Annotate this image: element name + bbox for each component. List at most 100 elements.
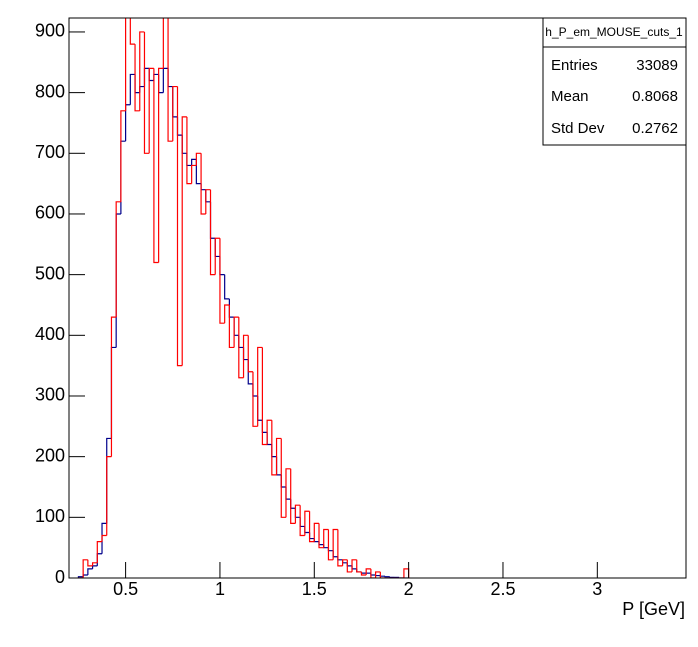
- histogram-bin: [162, 18, 164, 69]
- histogram-bin: [87, 559, 93, 567]
- histogram-bin: [351, 559, 357, 572]
- histogram-bin: [304, 510, 310, 536]
- histogram-bin: [389, 576, 395, 578]
- histogram-bin: [294, 504, 301, 524]
- stats-key: Entries: [551, 57, 598, 74]
- histogram-bin: [87, 568, 93, 575]
- x-tick-label: 3: [592, 579, 602, 599]
- histogram-bin: [176, 86, 183, 367]
- stats-value: 33089: [636, 57, 678, 74]
- y-tick-label: 400: [35, 324, 65, 344]
- histogram-bin: [384, 576, 390, 578]
- histogram-bin: [129, 18, 136, 45]
- y-tick-label: 300: [35, 385, 65, 405]
- histogram-bin: [266, 419, 272, 445]
- histogram-bin: [318, 523, 324, 549]
- stats-value: 0.2762: [632, 120, 678, 137]
- histogram-bin: [115, 201, 121, 318]
- y-tick-label: 900: [35, 21, 65, 41]
- histogram-bin: [238, 317, 244, 379]
- histogram-bin: [209, 189, 216, 276]
- histogram-bin: [327, 529, 334, 561]
- histogram-bin: [233, 316, 239, 348]
- histogram-bin: [332, 528, 338, 560]
- histogram-bin: [191, 164, 197, 184]
- frame: [68, 17, 687, 579]
- histogram-bin: [308, 511, 315, 543]
- stats-value: 0.8068: [632, 88, 678, 105]
- histogram-bin: [280, 438, 286, 518]
- x-tick-label: 2.5: [490, 579, 515, 599]
- histogram-bin: [379, 575, 386, 577]
- x-tick-label: 0.5: [113, 579, 138, 599]
- histogram-bin: [106, 456, 112, 536]
- histogram-bin: [195, 159, 202, 185]
- y-tick-label: 0: [55, 567, 65, 587]
- y-tick-label: 700: [35, 142, 65, 162]
- histogram-bin: [247, 335, 253, 373]
- y-tick-label: 800: [35, 81, 65, 101]
- histogram-bin: [379, 571, 386, 578]
- histogram-bin: [224, 304, 230, 324]
- histogram-bin: [242, 334, 249, 378]
- histogram-bin: [172, 85, 178, 142]
- stats-title: h_P_em_MOUSE_cuts_1: [545, 25, 683, 39]
- histogram-bin: [186, 116, 192, 185]
- histogram-bin: [125, 18, 127, 111]
- histogram-bin: [200, 153, 206, 215]
- histogram-bin: [101, 522, 107, 554]
- histogram-bin: [134, 44, 140, 112]
- histogram-bin: [110, 316, 117, 457]
- histogram-bin: [214, 237, 220, 275]
- histogram-bin: [299, 505, 305, 537]
- histogram-bin: [375, 571, 381, 578]
- histogram-bin: [153, 68, 159, 264]
- histogram-bin: [143, 31, 150, 154]
- plot-area: [77, 18, 410, 578]
- histogram-bin: [139, 31, 145, 111]
- y-tick-label: 100: [35, 506, 65, 526]
- x-tick-label: 2: [404, 579, 414, 599]
- y-tick-label: 200: [35, 445, 65, 465]
- histogram-bin: [323, 528, 329, 548]
- x-tick-label: 1: [215, 579, 225, 599]
- histogram-bin: [275, 437, 282, 475]
- histogram-bin: [224, 274, 230, 300]
- x-tick-label: 1.5: [302, 579, 327, 599]
- stats-box: h_P_em_MOUSE_cuts_1 Entries 33089 Mean 0…: [542, 17, 687, 146]
- histogram-bin: [341, 559, 348, 566]
- histogram-bin: [360, 571, 367, 576]
- histogram-bin: [375, 574, 381, 577]
- histogram-bin: [261, 347, 268, 446]
- histogram-bin: [271, 420, 277, 476]
- stats-key: Std Dev: [551, 120, 605, 137]
- stats-key: Mean: [551, 88, 589, 105]
- histogram-bin: [181, 116, 187, 366]
- histogram-bin: [205, 189, 211, 214]
- histogram-bin: [120, 110, 126, 202]
- histogram-bin: [219, 238, 225, 324]
- histogram-bin: [195, 152, 202, 166]
- histogram-bin: [167, 18, 173, 142]
- y-tick-label: 600: [35, 203, 65, 223]
- histogram-bin: [337, 529, 343, 567]
- histogram-bin: [101, 534, 107, 542]
- histogram-bin: [365, 568, 371, 575]
- histogram-bin: [370, 568, 376, 578]
- histogram-bin: [290, 468, 296, 524]
- histogram-bin: [285, 468, 291, 518]
- histogram-bin: [191, 158, 197, 166]
- histogram-bin: [148, 67, 154, 154]
- histogram-bin: [356, 559, 362, 573]
- histogram-bin: [96, 540, 103, 563]
- y-tick-label: 500: [35, 263, 65, 283]
- histogram-bin: [91, 562, 98, 566]
- x-axis-label: P [GeV]: [622, 599, 685, 619]
- histogram-bin: [346, 559, 353, 573]
- histogram-bin: [228, 304, 235, 349]
- histogram-bin: [82, 559, 88, 578]
- histogram-bin: [129, 73, 136, 105]
- histogram-bin: [313, 522, 320, 542]
- histogram-bin: [158, 67, 164, 263]
